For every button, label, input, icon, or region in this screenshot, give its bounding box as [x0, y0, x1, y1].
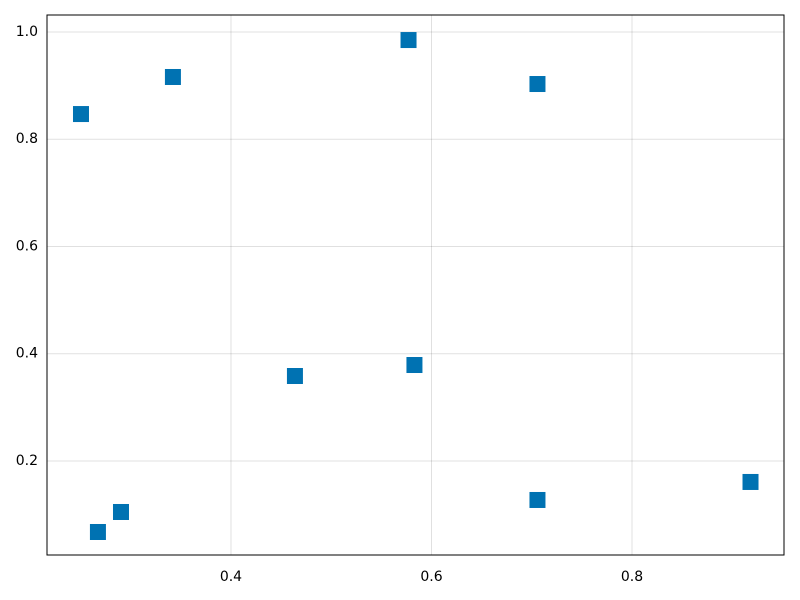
marker — [112, 503, 129, 520]
y-tick-label: 0.8 — [16, 131, 38, 147]
marker — [72, 106, 89, 123]
marker — [164, 68, 181, 85]
y-tick-label: 0.4 — [16, 346, 38, 362]
x-tick-label: 0.8 — [621, 569, 643, 585]
x-tick-label: 0.6 — [420, 569, 442, 585]
marker — [89, 523, 106, 540]
plot-frame — [46, 14, 785, 556]
x-tick-label: 0.4 — [220, 569, 242, 585]
marker — [286, 368, 303, 385]
y-tick-label: 1.0 — [16, 24, 38, 40]
marker — [400, 32, 417, 49]
y-tick-label: 0.6 — [16, 238, 38, 254]
marker — [529, 491, 546, 508]
marker — [529, 76, 546, 93]
marker — [406, 357, 423, 374]
y-tick-label: 0.2 — [16, 453, 38, 469]
marker — [742, 473, 759, 490]
